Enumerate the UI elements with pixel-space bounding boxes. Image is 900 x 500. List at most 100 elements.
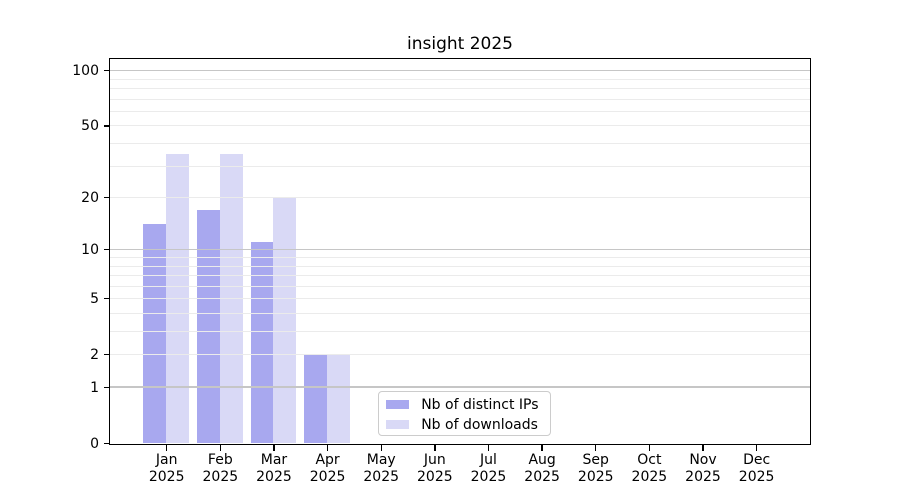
legend-label: Nb of downloads [421, 416, 538, 433]
x-tick-mark [595, 445, 597, 451]
x-tick-year: 2025 [685, 469, 721, 485]
y-tick-mark [103, 442, 110, 445]
gridline-minor [109, 110, 810, 112]
x-tick-month: Dec [743, 452, 771, 468]
x-tick-label: Jun 2025 [405, 452, 465, 486]
gridline-minor [109, 298, 810, 300]
x-tick-label: Oct 2025 [619, 452, 679, 486]
x-tick-label: Sep 2025 [566, 452, 626, 486]
gridline-minor [109, 354, 810, 356]
legend-item: Nb of distinct IPs [379, 395, 550, 415]
x-tick-year: 2025 [577, 469, 614, 485]
y-tick-label: 100 [72, 62, 99, 79]
x-tick-month: Jan [155, 452, 178, 468]
x-tick-label: Dec 2025 [727, 452, 787, 486]
x-tick-year: 2025 [631, 469, 668, 485]
y-tick-mark [103, 386, 110, 389]
legend-item: Nb of downloads [379, 415, 550, 435]
x-tick-year: 2025 [363, 469, 400, 485]
gridline-major [109, 386, 810, 388]
bar-distinct-ips [197, 209, 220, 443]
x-tick-month: Jun [423, 452, 446, 468]
y-tick-mark [103, 298, 110, 300]
x-tick-mark [648, 445, 651, 451]
x-tick-label: Feb 2025 [190, 452, 250, 486]
gridline-minor [109, 143, 810, 145]
x-tick-month: Oct [637, 452, 662, 468]
y-tick-mark [103, 196, 110, 199]
x-tick-month: Nov [689, 452, 717, 468]
gridline-minor [109, 88, 810, 90]
y-tick-label: 10 [81, 241, 99, 258]
gridline-minor [109, 257, 810, 258]
x-tick-year: 2025 [738, 469, 775, 485]
y-tick-mark [103, 125, 110, 127]
x-tick-month: Mar [260, 452, 288, 468]
x-tick-mark [326, 445, 329, 451]
x-tick-month: Sep [582, 452, 609, 468]
bar-distinct-ips [304, 354, 328, 443]
x-tick-year: 2025 [417, 469, 453, 485]
x-tick-mark [166, 445, 168, 451]
gridline-minor [109, 98, 810, 100]
x-tick-year: 2025 [148, 469, 185, 485]
bar-downloads [327, 354, 350, 443]
gridline-minor [109, 125, 810, 127]
gridlines-layer [109, 59, 810, 444]
x-tick-label: May 2025 [351, 452, 411, 486]
x-tick-mark [541, 445, 543, 451]
x-tick-mark [219, 445, 222, 451]
x-tick-label: Mar 2025 [244, 452, 304, 486]
legend-label: Nb of distinct IPs [421, 396, 539, 413]
x-tick-mark [273, 445, 275, 451]
gridline-minor [109, 285, 810, 287]
gridline-minor [109, 275, 810, 277]
legend-color-swatch [386, 399, 410, 410]
x-tick-label: Jul 2025 [458, 452, 518, 486]
y-tick-mark [103, 69, 110, 72]
x-tick-label: Nov 2025 [673, 452, 733, 486]
gridline-major [109, 69, 810, 71]
y-tick-mark [103, 249, 110, 251]
gridline-minor [109, 331, 810, 333]
bar-downloads [273, 197, 297, 443]
bar-distinct-ips [250, 242, 274, 443]
x-tick-label: Jan 2025 [137, 452, 197, 486]
x-tick-year: 2025 [256, 469, 292, 485]
x-tick-month: Aug [528, 452, 556, 468]
y-tick-mark [103, 354, 110, 356]
x-tick-label: Aug 2025 [512, 452, 572, 486]
legend: Nb of distinct IPs Nb of downloads [378, 390, 552, 437]
x-tick-month: Apr [315, 452, 340, 468]
x-tick-year: 2025 [309, 469, 346, 485]
y-tick-label: 50 [81, 117, 99, 134]
x-tick-mark [434, 445, 436, 451]
x-tick-year: 2025 [202, 469, 239, 485]
x-tick-year: 2025 [470, 469, 507, 485]
gridline-minor [109, 312, 810, 314]
x-tick-mark [487, 445, 490, 451]
y-tick-label: 5 [90, 290, 99, 307]
bar-distinct-ips [143, 224, 167, 443]
x-tick-mark [380, 445, 382, 451]
gridline-major [109, 248, 810, 250]
x-tick-month: May [366, 452, 396, 468]
chart-title: insight 2025 [407, 34, 513, 54]
x-tick-mark [702, 445, 704, 451]
legend-color-swatch [386, 419, 410, 430]
y-tick-label: 20 [81, 189, 99, 206]
x-tick-mark [755, 445, 758, 451]
gridline-minor [109, 78, 810, 80]
x-tick-label: Apr 2025 [298, 452, 358, 486]
gridline-minor [109, 197, 810, 199]
gridline-minor [109, 265, 810, 267]
y-tick-label: 2 [90, 346, 99, 363]
x-tick-month: Jul [480, 452, 497, 468]
y-tick-label: 0 [90, 435, 99, 452]
y-tick-label: 1 [90, 379, 99, 396]
x-tick-year: 2025 [524, 469, 560, 485]
gridline-minor [109, 165, 810, 167]
